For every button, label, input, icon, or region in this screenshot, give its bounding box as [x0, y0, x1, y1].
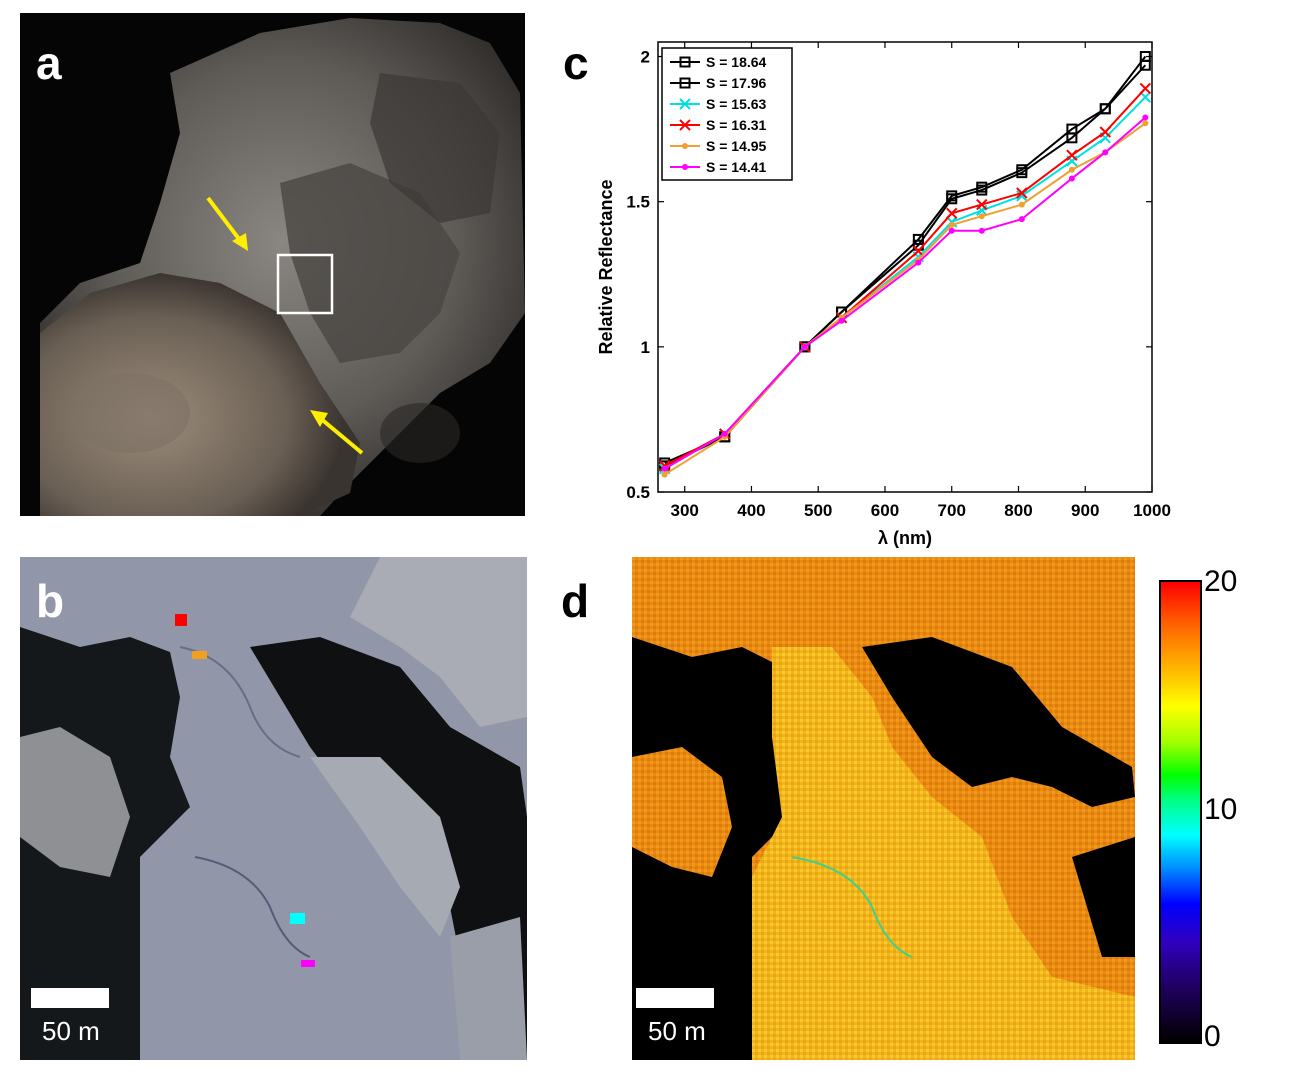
- data-point: [948, 221, 955, 228]
- panel-a-comet-image: [20, 13, 525, 516]
- colorbar-tick-min: 0: [1204, 1020, 1221, 1053]
- colorbar: [1159, 580, 1202, 1044]
- reflectance-chart: 300 400 500 600 700 800 900 1000 0.5 1 1.5 2 λ (nm) R…: [596, 41, 1171, 548]
- scale-bar: [636, 988, 714, 1008]
- legend-marker: [679, 77, 691, 89]
- data-point: [838, 317, 845, 324]
- data-point: [1068, 166, 1075, 173]
- panel-letter-a: a: [36, 37, 62, 89]
- colorbar-tick-max: 20: [1204, 565, 1238, 598]
- legend-marker: [679, 119, 691, 131]
- data-point: [1018, 216, 1025, 223]
- data-point: [1066, 149, 1078, 161]
- x-tick-label: 800: [1004, 501, 1032, 520]
- legend-marker: [682, 143, 688, 149]
- data-point: [1139, 82, 1152, 95]
- panel-letter-d: d: [561, 575, 590, 627]
- x-tick-label: 900: [1071, 501, 1099, 520]
- data-point: [1066, 132, 1078, 144]
- legend-entry: S = 17.96: [706, 75, 767, 91]
- legend-entry: S = 14.95: [706, 138, 767, 154]
- legend-entry: S = 16.31: [706, 117, 767, 133]
- legend-entry: S = 18.64: [706, 54, 767, 70]
- comet-nucleus-image: [20, 13, 525, 516]
- x-tick-label: 300: [671, 501, 699, 520]
- panel-letter-c: c: [563, 37, 589, 89]
- arrow-icon: [310, 410, 364, 455]
- legend-marker: [679, 56, 691, 68]
- panel-d-slope-map: [632, 557, 1135, 1060]
- colorbar-tick-mid: 10: [1204, 793, 1238, 826]
- x-tick-label: 500: [804, 501, 832, 520]
- sample-marker: [192, 651, 207, 659]
- x-tick-label: 700: [938, 501, 966, 520]
- legend-marker: [679, 98, 691, 110]
- legend-box: [661, 47, 793, 181]
- data-point: [1102, 149, 1109, 156]
- data-point: [1016, 167, 1028, 179]
- data-point: [912, 245, 925, 257]
- x-tick-label: 1000: [1133, 501, 1171, 520]
- data-point: [978, 227, 985, 234]
- legend-entry: S = 14.41: [706, 159, 767, 175]
- slope-map-image: [632, 557, 1135, 1060]
- data-point: [978, 213, 985, 220]
- scale-bar: [31, 988, 109, 1008]
- sample-marker: [175, 614, 187, 626]
- scale-label-d: 50 m: [648, 1016, 706, 1046]
- terrain-image: [20, 557, 527, 1060]
- scale-label-b: 50 m: [42, 1016, 100, 1046]
- data-point: [1139, 91, 1152, 103]
- data-point: [976, 184, 988, 196]
- y-tick-label: 1.5: [626, 193, 650, 212]
- data-point: [948, 227, 955, 234]
- data-point: [946, 193, 958, 205]
- data-point: [801, 343, 808, 350]
- y-tick-label: 2: [641, 48, 650, 67]
- data-point: [721, 430, 728, 437]
- data-point: [915, 259, 922, 266]
- legend-entry: S = 15.63: [706, 96, 767, 112]
- sample-marker: [301, 960, 315, 967]
- region-box: [276, 253, 334, 315]
- data-point: [1139, 59, 1151, 71]
- arrow-icon: [206, 196, 248, 251]
- data-point: [661, 471, 668, 478]
- data-point: [1016, 187, 1028, 199]
- sample-marker: [290, 913, 305, 924]
- data-point: [1016, 190, 1028, 202]
- data-point: [946, 207, 958, 219]
- data-point: [661, 465, 668, 472]
- data-point: [1142, 120, 1149, 127]
- y-tick-label: 1: [641, 338, 650, 357]
- x-tick-label: 400: [737, 501, 765, 520]
- x-tick-label: 600: [871, 501, 899, 520]
- panel-letter-b: b: [36, 575, 65, 627]
- panel-b-zoom-image: [20, 557, 527, 1060]
- data-point: [1099, 103, 1111, 115]
- y-axis-label: Relative Reflectance: [596, 179, 616, 354]
- y-tick-label: 0.5: [626, 483, 650, 502]
- data-point: [1068, 175, 1075, 182]
- x-axis-label: λ (nm): [878, 528, 932, 548]
- data-point: [1099, 126, 1111, 138]
- data-point: [799, 341, 811, 353]
- data-point: [1142, 114, 1149, 121]
- data-point: [976, 198, 988, 211]
- data-point: [1018, 201, 1025, 208]
- legend-marker: [682, 164, 688, 170]
